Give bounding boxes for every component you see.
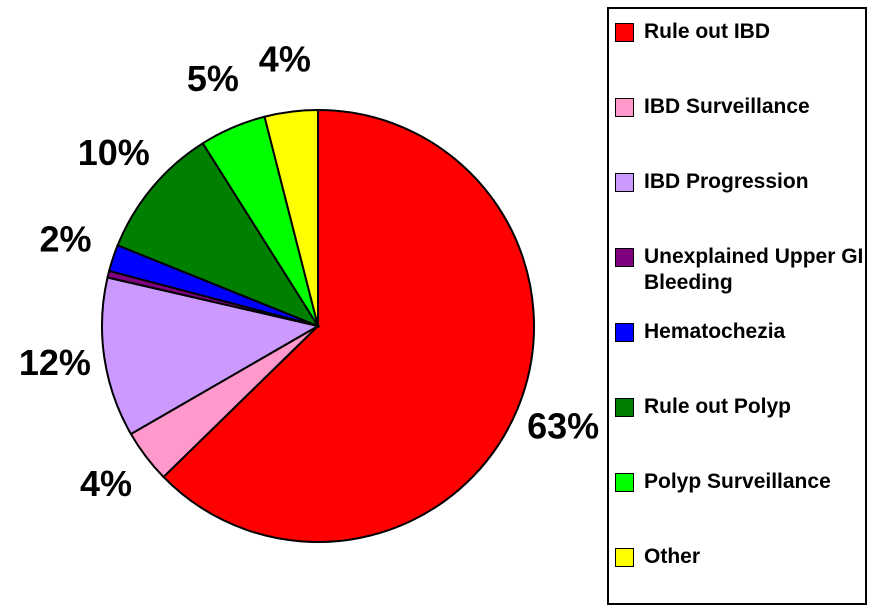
legend-label: Rule out Polyp (644, 395, 791, 418)
value-label: 63% (527, 406, 599, 447)
legend-item: Polyp Surveillance (615, 469, 865, 495)
legend-swatch (615, 23, 634, 42)
legend-item: Hematochezia (615, 319, 865, 345)
legend-swatch (615, 473, 634, 492)
legend-label: Other (644, 545, 701, 568)
value-label: 2% (40, 219, 92, 260)
legend-swatch (615, 173, 634, 192)
legend-swatch (615, 548, 634, 567)
legend-swatch (615, 323, 634, 342)
legend-item: Rule out IBD (615, 19, 865, 45)
value-label: 12% (19, 342, 91, 383)
legend-item: Rule out Polyp (615, 394, 865, 420)
legend-label: Rule out IBD (644, 20, 770, 43)
value-label: 4% (80, 463, 132, 504)
legend-item: IBD Progression (615, 169, 865, 195)
legend-label: IBD Surveillance (644, 95, 810, 118)
legend-item: Unexplained Upper GI Bleeding (615, 244, 865, 296)
slice (263, 108, 319, 327)
legend-label: IBD Progression (644, 170, 809, 193)
value-label: 5% (187, 58, 239, 99)
legend-swatch (615, 398, 634, 417)
legend-swatch (615, 248, 634, 267)
legend-label: Polyp Surveillance (644, 470, 831, 493)
slice (116, 141, 321, 329)
value-label: 4% (259, 39, 311, 80)
legend-item: Other (615, 544, 865, 570)
legend-label: Unexplained Upper GI Bleeding (644, 245, 864, 294)
slice (162, 108, 535, 543)
slice (101, 276, 321, 436)
pie: 63% 4% 12% 2% 10% 5% 4% (19, 39, 599, 543)
legend: Rule out IBD IBD Surveillance IBD Progress… (607, 7, 867, 605)
legend-swatch (615, 98, 634, 117)
value-label: 10% (78, 132, 150, 173)
legend-item: IBD Surveillance (615, 94, 865, 120)
legend-label: Hematochezia (644, 320, 786, 343)
